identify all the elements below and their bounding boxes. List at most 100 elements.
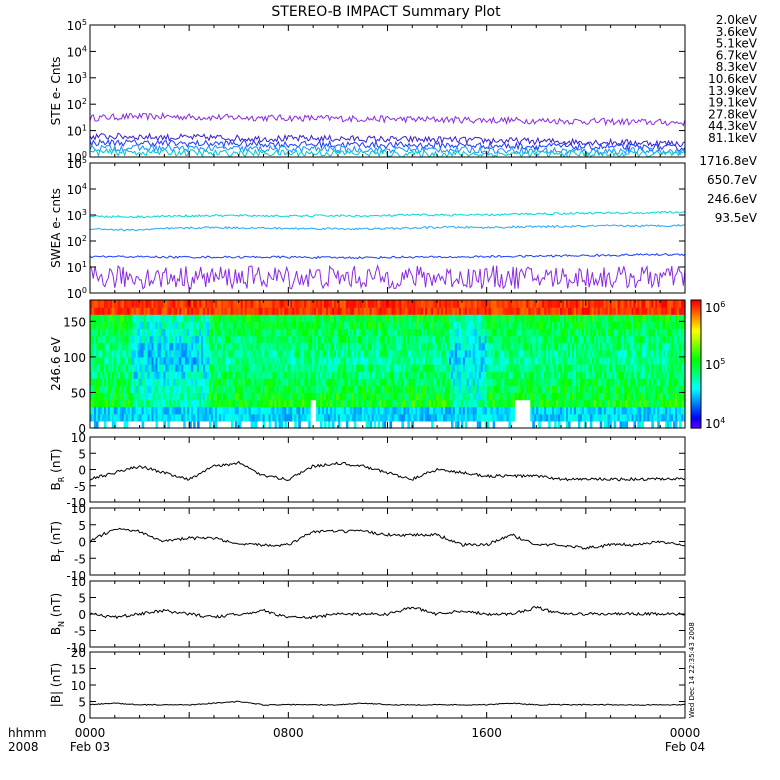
- spectrogram-cell: [252, 413, 256, 422]
- spectrogram-cell: [201, 335, 204, 344]
- spectrogram-cell: [242, 385, 246, 394]
- spectrogram-cell: [212, 356, 216, 365]
- spectrogram-cell: [464, 300, 468, 308]
- spectrogram-cell: [484, 399, 488, 408]
- spectrogram-cell: [165, 321, 168, 330]
- spectrogram-cell: [575, 300, 579, 308]
- spectrogram-cell: [512, 378, 516, 386]
- spectrogram-cell: [111, 342, 115, 351]
- spectrogram-cell: [238, 378, 242, 386]
- spectrogram-cell: [139, 349, 143, 358]
- spectrogram-cell: [397, 307, 400, 315]
- spectrogram-cell: [250, 342, 254, 351]
- spectrogram-cell: [367, 399, 371, 408]
- spectrogram-cell: [272, 356, 276, 365]
- spectrogram-cell: [585, 364, 589, 372]
- spectrogram-cell: [375, 413, 379, 422]
- spectrogram-cell: [510, 406, 514, 415]
- spectrogram-cell: [351, 385, 355, 394]
- spectrogram-cell: [123, 371, 127, 379]
- spectrogram-cell: [167, 378, 170, 386]
- swea-ytick-label: 105: [67, 156, 87, 171]
- spectrogram-cell: [589, 321, 593, 330]
- spectrogram-cell: [599, 399, 603, 408]
- spectrogram-cell: [552, 371, 555, 379]
- spectrogram-cell: [240, 406, 244, 415]
- spectrogram-cell: [185, 307, 188, 315]
- spectrogram-cell: [183, 420, 186, 429]
- spectrogram-cell: [645, 413, 648, 422]
- spectrogram-cell: [115, 356, 119, 365]
- spectrogram-cell: [193, 399, 196, 408]
- spectrogram-cell: [333, 364, 337, 372]
- spectrogram-cell: [597, 335, 601, 344]
- spectrogram-cell: [411, 420, 414, 429]
- spectrogram-cell: [171, 413, 174, 422]
- spectrogram-cell: [355, 335, 359, 344]
- spectrogram-cell: [544, 349, 547, 358]
- spectrogram-cell: [161, 356, 164, 365]
- spectrogram-cell: [189, 335, 192, 344]
- spectrogram-cell: [601, 349, 605, 358]
- spectrogram-cell: [435, 335, 438, 344]
- spectrogram-cell: [278, 399, 281, 408]
- spectrogram-cell: [95, 328, 99, 337]
- spectrogram-cell: [512, 356, 516, 365]
- spectrogram-cell: [117, 378, 121, 386]
- spectrogram-cell: [441, 349, 444, 358]
- spectrogram-cell: [234, 371, 238, 379]
- spectrogram-cell: [492, 371, 496, 379]
- spectrogram-cell: [361, 335, 365, 344]
- spectrogram-cell: [540, 399, 543, 408]
- spectrogram-cell: [548, 392, 551, 401]
- spectrogram-cell: [540, 328, 543, 337]
- spectrogram-cell: [234, 392, 238, 401]
- spectrogram-cell: [593, 349, 597, 358]
- spectrogram-cell: [393, 356, 397, 365]
- spectrogram-cell: [357, 385, 361, 394]
- spectrogram-cell: [375, 328, 379, 337]
- spectrogram-cell: [292, 378, 295, 386]
- spectrogram-cell: [407, 392, 410, 401]
- spectrogram-cell: [300, 349, 303, 358]
- spectrogram-cell: [633, 307, 637, 315]
- spectrogram-cell: [431, 328, 434, 337]
- spectrogram-cell: [353, 349, 357, 358]
- spectrogram-cell: [224, 399, 228, 408]
- spectrogram-cell: [173, 406, 176, 415]
- spectrogram-cell: [405, 385, 408, 394]
- spectrogram-cell: [286, 371, 289, 379]
- spectrogram-cell: [167, 307, 170, 315]
- spectrogram-cell: [589, 328, 593, 337]
- spectrogram-cell: [399, 335, 402, 344]
- spectrogram-cell: [452, 321, 456, 330]
- spectrogram-cell: [480, 364, 484, 372]
- spectrogram-cell: [431, 335, 434, 344]
- spectrogram-cell: [546, 314, 549, 322]
- spectrogram-cell: [238, 399, 242, 408]
- spectrogram-cell: [322, 413, 325, 422]
- spectrogram-cell: [109, 307, 113, 315]
- spectrogram-cell: [579, 300, 583, 308]
- spectrogram-cell: [329, 364, 333, 372]
- spectrogram-cell: [472, 385, 476, 394]
- spectrogram-cell: [310, 392, 313, 401]
- spectrogram-cell: [333, 413, 337, 422]
- spectrogram-cell: [341, 378, 345, 386]
- spectrogram-cell: [147, 385, 151, 394]
- spectrogram-cell: [597, 406, 601, 415]
- spectrogram-cell: [468, 342, 472, 351]
- spectrogram-cell: [230, 342, 234, 351]
- spectrogram-cell: [183, 349, 186, 358]
- spectrogram-cell: [103, 349, 107, 358]
- spectrogram-cell: [556, 406, 559, 415]
- spectrogram-cell: [99, 392, 103, 401]
- spectrogram-cell: [441, 371, 444, 379]
- spectrogram-cell: [587, 328, 591, 337]
- spectrogram-cell: [191, 371, 194, 379]
- spectrogram-cell: [490, 385, 494, 394]
- spectrogram-cell: [207, 349, 210, 358]
- spectrogram-cell: [621, 399, 625, 408]
- spectrogram-cell: [508, 413, 512, 422]
